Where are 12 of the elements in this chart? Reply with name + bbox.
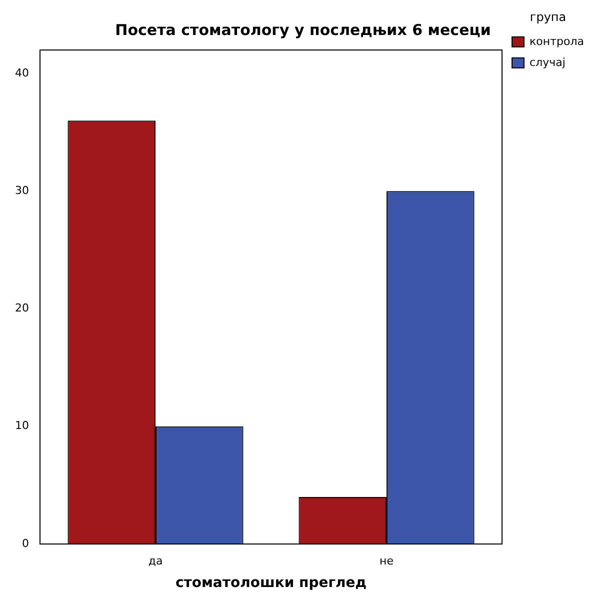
y-tick-label: 0 — [22, 536, 29, 550]
legend-title: група — [530, 10, 566, 24]
chart-title: Посета стоматологу у последњих 6 месеци — [115, 20, 491, 39]
x-tick-label: да — [148, 554, 163, 568]
legend-label: случај — [530, 56, 566, 69]
legend-label: контрола — [530, 34, 584, 48]
x-tick-label: не — [380, 554, 394, 568]
y-tick-label: 30 — [14, 184, 29, 197]
x-axis-title: стоматолошки преглед — [175, 575, 367, 592]
y-tick-label: 20 — [14, 302, 29, 315]
y-tick-label: 10 — [14, 419, 29, 432]
y-tick-label: 40 — [14, 66, 29, 80]
